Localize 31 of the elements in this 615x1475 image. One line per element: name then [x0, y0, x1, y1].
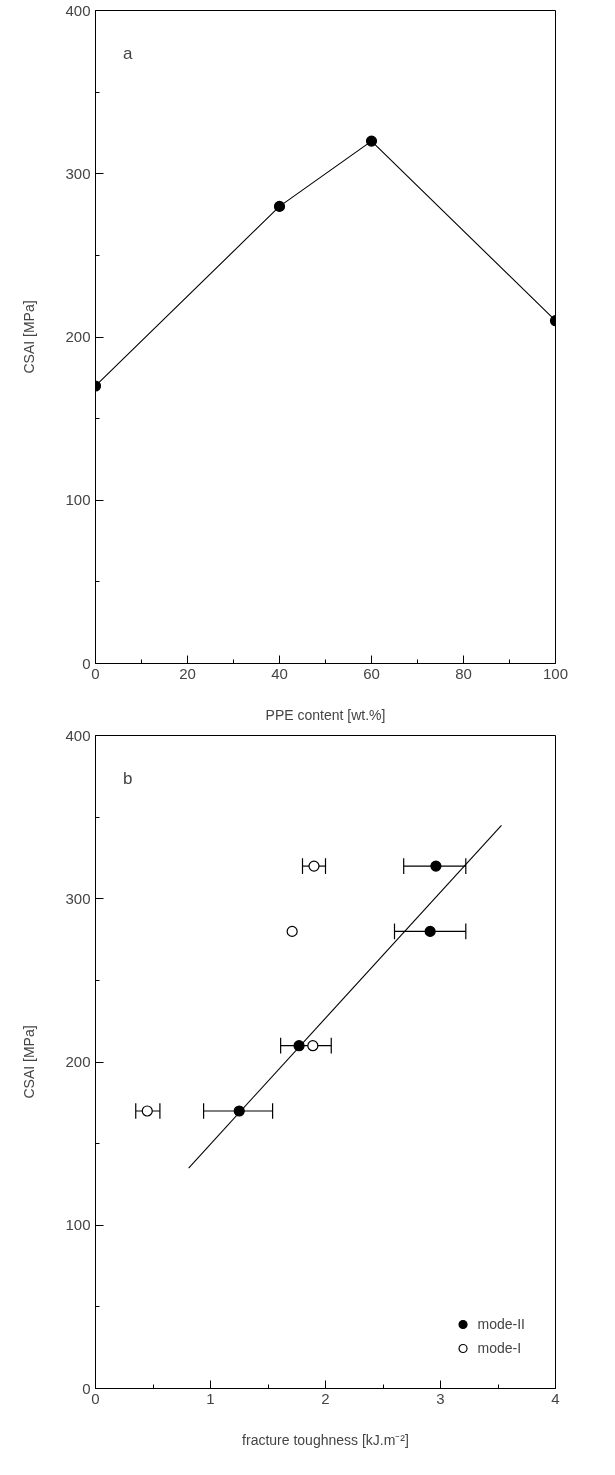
y-tick-label: 300 — [65, 164, 91, 182]
y-tick-label: 300 — [65, 889, 91, 907]
y-tick-label: 200 — [65, 1053, 91, 1070]
y-tick-label: 100 — [65, 1216, 91, 1234]
point — [430, 860, 442, 872]
annotation: a — [123, 43, 134, 63]
x-tick-label: 1 — [206, 1389, 215, 1407]
y-tick-label: 400 — [65, 1, 91, 19]
y-tick-label: 400 — [65, 726, 91, 744]
x-tick-label: 20 — [179, 664, 196, 682]
y-tick-label: 100 — [65, 491, 91, 509]
x-tick-label: 3 — [436, 1389, 445, 1407]
y-axis-title: CSAI [MPa] — [21, 300, 38, 374]
x-axis-title: PPE content [wt.%] — [265, 706, 386, 723]
legend-label: mode-II — [477, 1316, 525, 1332]
point — [308, 860, 320, 872]
x-tick-label: 4 — [551, 1389, 560, 1407]
y-axis-title: CSAI [MPa] — [21, 1025, 38, 1099]
point — [307, 1040, 319, 1052]
y-tick-label: 200 — [65, 328, 91, 345]
legend-label: mode-I — [477, 1340, 522, 1356]
x-tick-label: 80 — [455, 664, 472, 682]
x-tick-label: 40 — [271, 664, 288, 682]
x-tick-label: 100 — [542, 664, 569, 682]
x-tick-label: 2 — [321, 1389, 330, 1407]
annotation: b — [123, 768, 133, 788]
x-tick-label: 60 — [363, 664, 380, 682]
point — [424, 925, 436, 937]
point — [141, 1105, 153, 1117]
point — [286, 925, 298, 937]
x-axis-title: fracture toughness [kJ.m⁻²] — [242, 1431, 409, 1448]
